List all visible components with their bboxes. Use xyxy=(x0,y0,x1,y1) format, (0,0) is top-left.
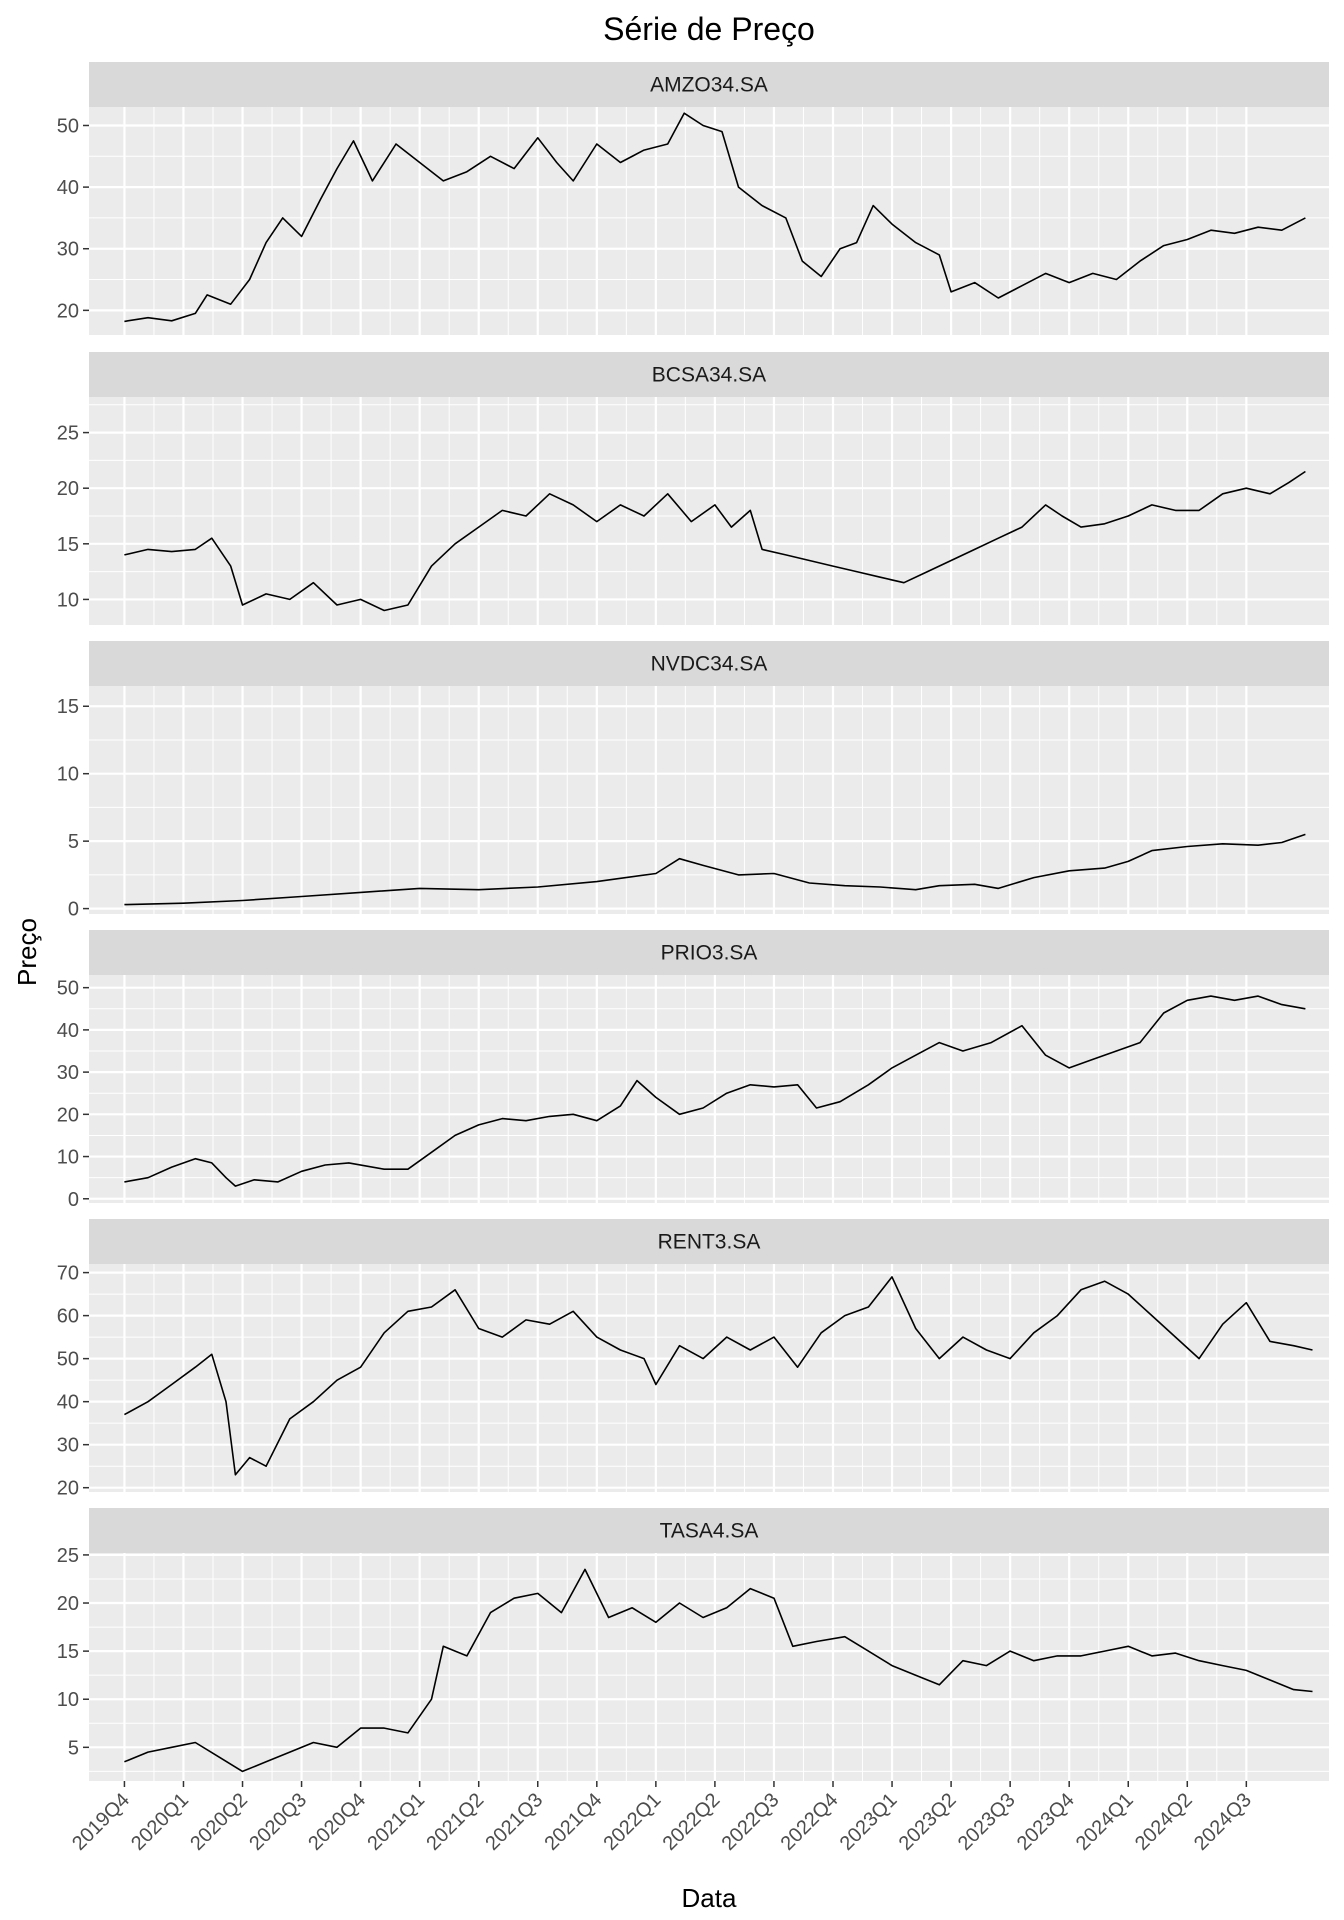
facet-amzo34-sa: AMZO34.SA 20 30 40 50 xyxy=(57,62,1329,335)
x-tick-label: 2020Q1 xyxy=(127,1789,193,1855)
price-line xyxy=(124,995,1306,1187)
facet-strip xyxy=(89,641,1329,686)
y-tick-label: 30 xyxy=(57,1435,79,1457)
y-tick-label: 40 xyxy=(57,177,79,199)
x-tick-label: 2024Q2 xyxy=(1131,1789,1197,1855)
facet-strip-label: RENT3.SA xyxy=(658,1231,761,1254)
facet-prio3-sa: PRIO3.SA 0 10 20 30 40 50 xyxy=(57,930,1329,1211)
facet-rent3-sa: RENT3.SA 20 30 40 50 60 70 xyxy=(57,1219,1329,1500)
x-tick-label: 2020Q3 xyxy=(245,1789,311,1855)
x-tick-label: 2024Q3 xyxy=(1190,1789,1256,1855)
facet-strip-label: TASA4.SA xyxy=(660,1520,759,1543)
panel-background xyxy=(89,686,1329,914)
facet-nvdc34-sa: NVDC34.SA 0 5 10 15 xyxy=(57,641,1329,921)
facet-strip xyxy=(89,1219,1329,1264)
facet-strip-label: AMZO34.SA xyxy=(650,74,768,97)
y-tick-label: 15 xyxy=(57,1641,79,1663)
price-line xyxy=(124,833,1306,906)
y-tick-label: 10 xyxy=(57,1689,79,1711)
y-tick-label: 5 xyxy=(68,831,79,853)
price-line xyxy=(124,1568,1313,1773)
y-tick-label: 0 xyxy=(68,1189,79,1211)
panel-background xyxy=(89,107,1329,335)
y-tick-label: 20 xyxy=(57,1593,79,1615)
x-tick-label: 2023Q4 xyxy=(1013,1789,1079,1855)
facet-strip-label: NVDC34.SA xyxy=(651,653,768,676)
y-tick-label: 30 xyxy=(57,1062,79,1084)
price-line xyxy=(124,112,1306,323)
panel-background xyxy=(89,1264,1329,1492)
x-axis-title: Data xyxy=(682,1883,737,1913)
y-tick-label: 25 xyxy=(57,1545,79,1567)
y-tick-label: 0 xyxy=(68,899,79,921)
y-tick-label: 40 xyxy=(57,1020,79,1042)
x-tick-label: 2019Q4 xyxy=(68,1789,134,1855)
x-tick-label: 2021Q3 xyxy=(481,1789,547,1855)
x-tick-label: 2021Q1 xyxy=(363,1789,429,1855)
facet-bcsa34-sa: BCSA34.SA 10 15 20 25 xyxy=(57,352,1329,625)
facet-strip xyxy=(89,62,1329,107)
y-tick-label: 20 xyxy=(57,478,79,500)
y-tick-label: 60 xyxy=(57,1306,79,1328)
x-tick-label: 2023Q2 xyxy=(895,1789,961,1855)
facet-tasa4-sa: TASA4.SA 5 10 15 20 25 xyxy=(57,1508,1329,1781)
y-tick-label: 10 xyxy=(57,589,79,611)
facet-strip-label: PRIO3.SA xyxy=(661,942,758,965)
facet-strip-label: BCSA34.SA xyxy=(652,364,766,387)
y-tick-label: 50 xyxy=(57,115,79,137)
price-line xyxy=(124,470,1306,612)
y-tick-label: 25 xyxy=(57,423,79,445)
x-tick-label: 2022Q4 xyxy=(777,1789,843,1855)
y-tick-label: 20 xyxy=(57,1478,79,1500)
y-tick-label: 70 xyxy=(57,1263,79,1285)
x-tick-label: 2022Q2 xyxy=(659,1789,725,1855)
x-tick-label: 2022Q1 xyxy=(600,1789,666,1855)
x-tick-label: 2020Q2 xyxy=(186,1789,252,1855)
panel-background xyxy=(89,975,1329,1203)
facet-strip xyxy=(89,930,1329,975)
y-axis-title: Preço xyxy=(12,918,42,986)
y-tick-label: 10 xyxy=(57,1147,79,1169)
x-tick-label: 2024Q1 xyxy=(1072,1789,1138,1855)
y-tick-label: 20 xyxy=(57,300,79,322)
x-tick-label: 2020Q4 xyxy=(304,1789,370,1855)
y-tick-label: 10 xyxy=(57,764,79,786)
y-tick-label: 15 xyxy=(57,696,79,718)
y-tick-label: 15 xyxy=(57,534,79,556)
panel-background xyxy=(89,397,1329,625)
facet-panels: AMZO34.SA20304050BCSA34.SA10152025NVDC34… xyxy=(57,62,1329,1781)
y-tick-label: 50 xyxy=(57,1349,79,1371)
facet-strip xyxy=(89,352,1329,397)
y-tick-label: 20 xyxy=(57,1104,79,1126)
x-tick-label: 2023Q3 xyxy=(954,1789,1020,1855)
x-tick-label: 2023Q1 xyxy=(836,1789,902,1855)
y-tick-label: 40 xyxy=(57,1392,79,1414)
facet-strip xyxy=(89,1508,1329,1553)
y-tick-label: 30 xyxy=(57,239,79,261)
x-axis: 2019Q42020Q12020Q22020Q32020Q42021Q12021… xyxy=(68,1781,1256,1855)
price-line xyxy=(124,1276,1313,1476)
x-tick-label: 2021Q2 xyxy=(422,1789,488,1855)
x-tick-label: 2021Q4 xyxy=(540,1789,606,1855)
y-tick-label: 50 xyxy=(57,978,79,1000)
x-tick-label: 2022Q3 xyxy=(718,1789,784,1855)
chart-title: Série de Preço xyxy=(603,11,815,47)
panel-background xyxy=(89,1553,1329,1781)
y-tick-label: 5 xyxy=(68,1737,79,1759)
